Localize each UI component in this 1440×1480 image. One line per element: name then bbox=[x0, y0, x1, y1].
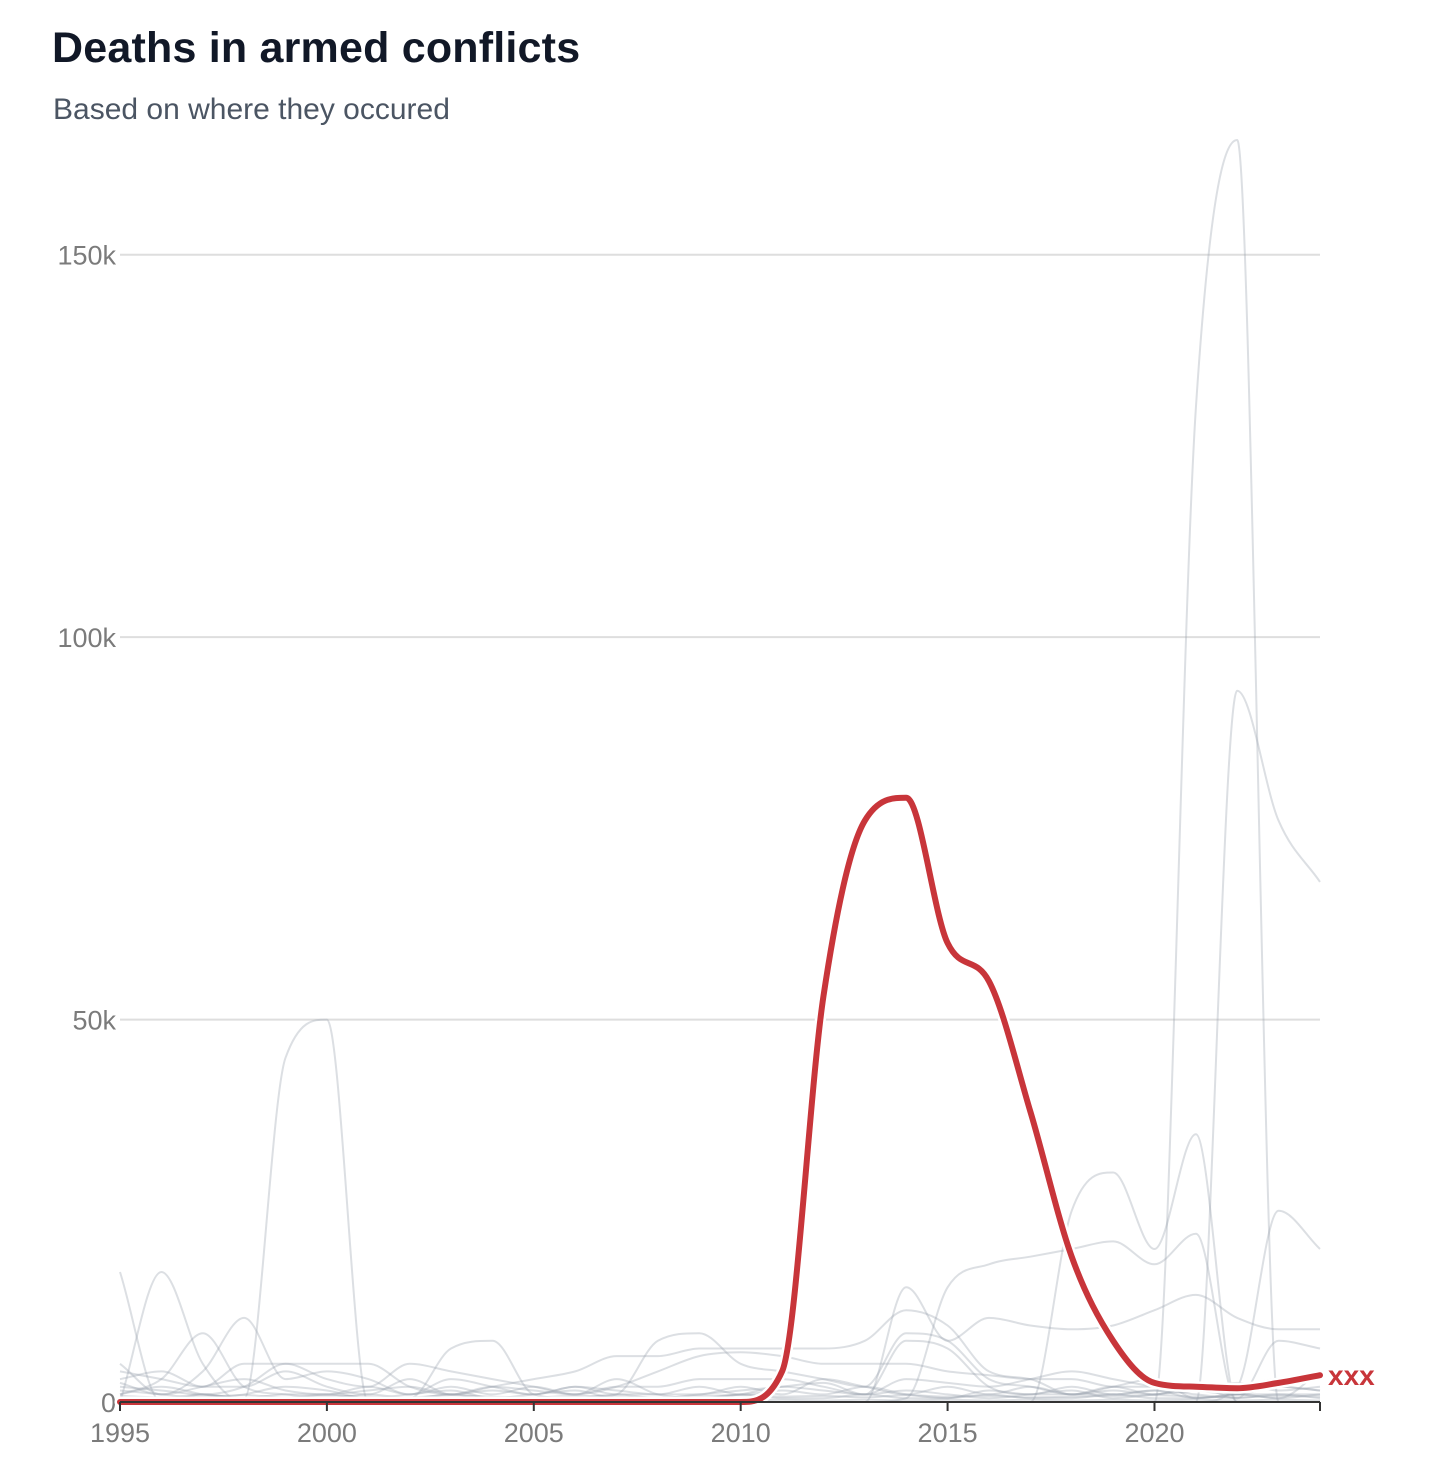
background-series-line bbox=[119, 1018, 1320, 1403]
highlight-series-halo bbox=[114, 792, 1326, 1408]
grid-lines bbox=[120, 253, 1320, 1021]
background-series-line bbox=[119, 1271, 1320, 1403]
background-series-line bbox=[119, 1394, 1321, 1399]
y-tick-label: 50k bbox=[72, 1006, 116, 1036]
background-series-line bbox=[120, 1133, 1320, 1403]
highlight-series-line bbox=[117, 794, 1323, 1405]
background-series-line bbox=[119, 1393, 1321, 1400]
x-tick-label: 1995 bbox=[90, 1418, 150, 1448]
background-series-line bbox=[119, 1381, 1321, 1400]
x-tick-label: 2005 bbox=[504, 1418, 564, 1448]
background-series-line bbox=[119, 1370, 1320, 1396]
x-tick-label: 2015 bbox=[918, 1418, 978, 1448]
y-axis-ticks: 0 50k 100k 150k bbox=[57, 241, 116, 1418]
y-tick-label: 0 bbox=[101, 1388, 116, 1418]
x-tick-label: 2010 bbox=[711, 1418, 771, 1448]
background-series-line bbox=[119, 1332, 1321, 1400]
background-series-line bbox=[120, 139, 1320, 1403]
highlight-series-end-label: xxx bbox=[1328, 1360, 1375, 1391]
background-series-line bbox=[119, 1378, 1321, 1400]
x-tick-label: 2000 bbox=[297, 1418, 357, 1448]
background-series-line bbox=[119, 1309, 1321, 1400]
background-series-line bbox=[119, 1351, 1320, 1396]
highlight-series-group: xxx bbox=[114, 792, 1375, 1408]
background-series-group bbox=[119, 139, 1321, 1403]
y-tick-label: 100k bbox=[57, 623, 116, 653]
x-tick-label: 2020 bbox=[1124, 1418, 1184, 1448]
y-tick-label: 150k bbox=[57, 241, 116, 271]
x-axis: 1995 2000 2005 2010 2015 2020 bbox=[90, 1401, 1321, 1448]
chart-title: Deaths in armed conflicts bbox=[52, 24, 581, 72]
chart-subtitle: Based on where they occured bbox=[53, 93, 450, 126]
background-series-line bbox=[119, 1378, 1321, 1400]
background-series-line bbox=[120, 689, 1321, 1403]
